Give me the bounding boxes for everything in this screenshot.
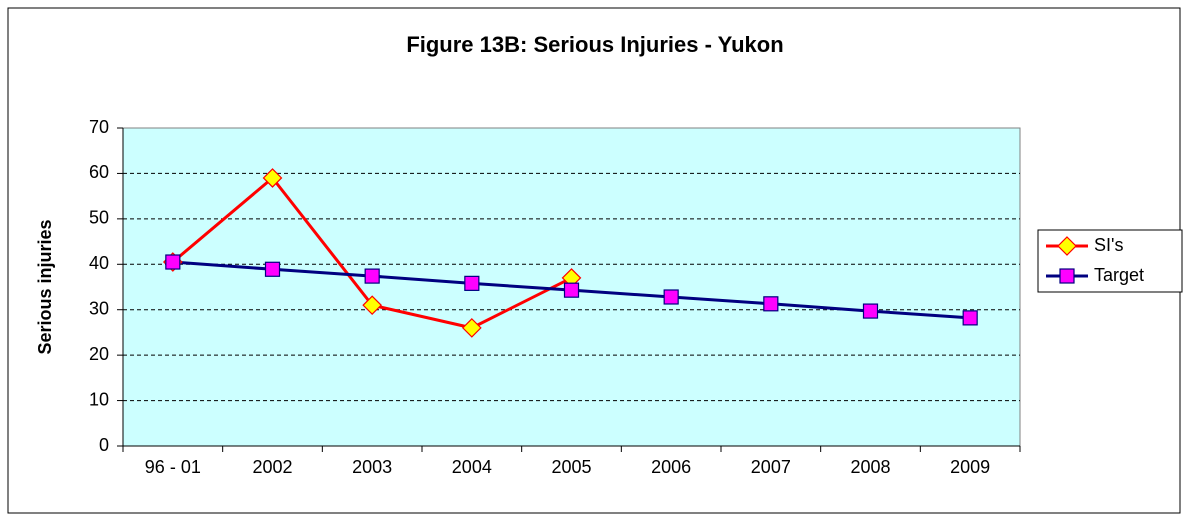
marker — [1059, 268, 1075, 284]
y-tick-label: 70 — [89, 117, 109, 137]
marker — [862, 303, 879, 319]
legend-label: Target — [1094, 265, 1144, 285]
marker — [364, 268, 380, 284]
y-tick-label: 50 — [89, 208, 109, 228]
x-tick-label: 2006 — [651, 457, 691, 477]
y-tick-label: 60 — [89, 162, 109, 182]
x-tick-label: 2003 — [352, 457, 392, 477]
y-tick-label: 20 — [89, 344, 109, 364]
marker — [962, 310, 978, 326]
chart-title: Figure 13B: Serious Injuries - Yukon — [406, 32, 783, 57]
marker — [1057, 236, 1077, 256]
marker — [165, 254, 181, 270]
x-tick-label: 2007 — [751, 457, 791, 477]
legend-label: SI's — [1094, 235, 1123, 255]
marker — [663, 289, 679, 305]
marker — [464, 275, 480, 291]
y-tick-label: 30 — [89, 298, 109, 318]
marker — [563, 282, 580, 298]
x-tick-label: 2008 — [850, 457, 890, 477]
marker — [461, 318, 482, 338]
x-tick-label: 2005 — [551, 457, 591, 477]
x-tick-label: 2002 — [252, 457, 292, 477]
y-tick-label: 40 — [89, 253, 109, 273]
marker — [362, 295, 383, 316]
marker — [264, 261, 281, 277]
marker — [262, 168, 283, 188]
y-tick-label: 0 — [99, 435, 109, 455]
x-tick-label: 2004 — [452, 457, 492, 477]
x-tick-label: 2009 — [950, 457, 990, 477]
y-axis-label: Serious injuries — [35, 219, 55, 354]
marker — [763, 296, 779, 312]
y-tick-label: 10 — [89, 389, 109, 409]
x-tick-label: 96 - 01 — [145, 457, 201, 477]
